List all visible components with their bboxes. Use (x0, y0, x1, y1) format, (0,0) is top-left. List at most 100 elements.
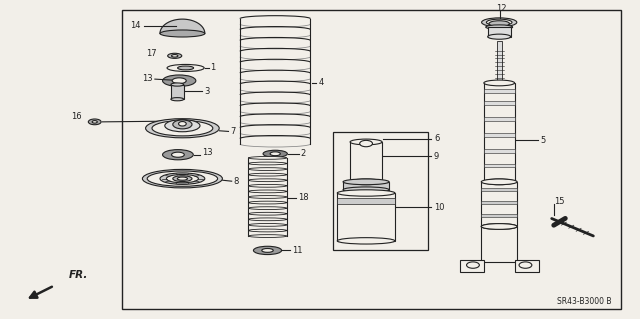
Text: 17: 17 (146, 49, 157, 58)
Bar (122, 10, 621, 309)
Ellipse shape (163, 150, 193, 160)
Text: 15: 15 (554, 197, 564, 206)
Ellipse shape (489, 21, 509, 26)
Ellipse shape (350, 179, 382, 185)
Bar (481, 182, 517, 226)
Text: 7: 7 (230, 127, 236, 136)
Ellipse shape (343, 179, 389, 185)
Ellipse shape (484, 179, 515, 185)
Ellipse shape (481, 179, 517, 185)
Text: 9: 9 (434, 152, 439, 161)
Ellipse shape (248, 207, 287, 210)
Ellipse shape (160, 30, 205, 37)
Ellipse shape (248, 173, 287, 176)
Ellipse shape (270, 152, 280, 156)
Ellipse shape (488, 34, 511, 39)
Bar (515, 260, 539, 272)
Circle shape (467, 262, 479, 268)
Ellipse shape (248, 162, 287, 165)
Text: FR.: FR. (68, 271, 88, 280)
Bar (484, 89, 515, 93)
Ellipse shape (481, 224, 517, 229)
Ellipse shape (248, 168, 287, 170)
Text: 13: 13 (202, 148, 213, 157)
Text: 10: 10 (434, 203, 444, 212)
Ellipse shape (142, 169, 223, 188)
Ellipse shape (248, 212, 287, 215)
Ellipse shape (172, 152, 184, 157)
Bar (481, 201, 517, 204)
Ellipse shape (171, 98, 184, 101)
Ellipse shape (248, 179, 287, 182)
Ellipse shape (178, 66, 193, 70)
Ellipse shape (248, 218, 287, 221)
Bar (484, 133, 515, 137)
Bar (484, 101, 515, 105)
Bar (481, 226, 517, 262)
Ellipse shape (168, 53, 182, 58)
Ellipse shape (262, 249, 273, 252)
Ellipse shape (337, 190, 395, 196)
Bar (484, 149, 515, 153)
Ellipse shape (248, 190, 287, 193)
Bar (481, 214, 517, 217)
Ellipse shape (248, 229, 287, 232)
Bar (337, 198, 395, 204)
Text: 4: 4 (319, 78, 324, 87)
Ellipse shape (179, 122, 186, 126)
Ellipse shape (248, 157, 287, 159)
Ellipse shape (486, 25, 513, 29)
Text: 16: 16 (71, 112, 82, 121)
Text: 13: 13 (141, 74, 152, 83)
Ellipse shape (350, 139, 382, 145)
Bar (343, 182, 389, 190)
Ellipse shape (486, 19, 512, 26)
Bar (484, 164, 515, 167)
Bar (333, 132, 428, 250)
Ellipse shape (248, 235, 287, 237)
Bar (460, 260, 484, 272)
Ellipse shape (177, 177, 188, 180)
Text: 18: 18 (298, 193, 309, 202)
Polygon shape (160, 19, 205, 33)
Circle shape (360, 140, 372, 147)
Text: 14: 14 (131, 21, 141, 30)
Ellipse shape (145, 119, 219, 138)
Text: 3: 3 (204, 87, 209, 96)
Ellipse shape (166, 174, 198, 183)
Ellipse shape (343, 187, 389, 193)
Bar (484, 83, 515, 182)
Ellipse shape (248, 184, 287, 187)
Ellipse shape (248, 196, 287, 198)
Ellipse shape (92, 121, 97, 123)
Ellipse shape (88, 119, 101, 125)
Ellipse shape (263, 150, 287, 157)
Circle shape (519, 262, 532, 268)
Ellipse shape (172, 55, 178, 57)
Ellipse shape (167, 64, 204, 71)
Text: 12: 12 (496, 4, 506, 13)
Ellipse shape (482, 18, 517, 27)
Text: 6: 6 (434, 134, 439, 143)
Ellipse shape (248, 201, 287, 204)
Text: 1: 1 (210, 63, 215, 72)
Ellipse shape (172, 78, 186, 84)
Ellipse shape (173, 120, 192, 129)
Text: 8: 8 (234, 177, 239, 186)
Ellipse shape (481, 224, 517, 229)
Bar (337, 193, 395, 241)
Ellipse shape (337, 238, 395, 244)
Ellipse shape (173, 176, 192, 182)
Bar (350, 142, 382, 182)
Bar (497, 41, 502, 83)
Bar (484, 117, 515, 121)
Bar (488, 27, 511, 37)
Text: 2: 2 (301, 149, 306, 158)
Text: 5: 5 (541, 136, 546, 145)
Bar (481, 188, 517, 191)
Text: 11: 11 (292, 246, 302, 255)
Ellipse shape (163, 75, 196, 86)
Bar (171, 85, 184, 99)
Ellipse shape (147, 171, 218, 186)
Ellipse shape (171, 83, 184, 86)
